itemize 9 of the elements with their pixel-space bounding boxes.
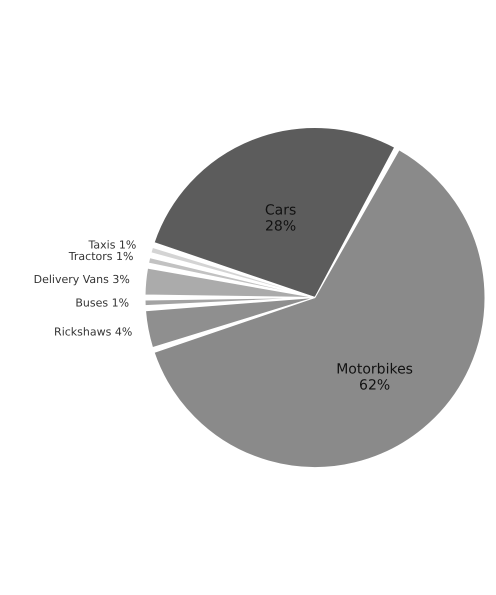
slice-label: Buses 1%	[75, 296, 130, 310]
slice-label: Motorbikes	[336, 362, 413, 378]
data-label: 62%	[359, 378, 390, 394]
data-label: 28%	[265, 218, 296, 235]
slice-label: Cars	[264, 202, 296, 219]
slice-label: Taxis 1%	[87, 238, 136, 252]
slice-label: Tractors 1%	[68, 250, 134, 263]
slice-label: Rickshaws 4%	[54, 325, 132, 338]
slice-label: Delivery Vans 3%	[34, 272, 130, 286]
